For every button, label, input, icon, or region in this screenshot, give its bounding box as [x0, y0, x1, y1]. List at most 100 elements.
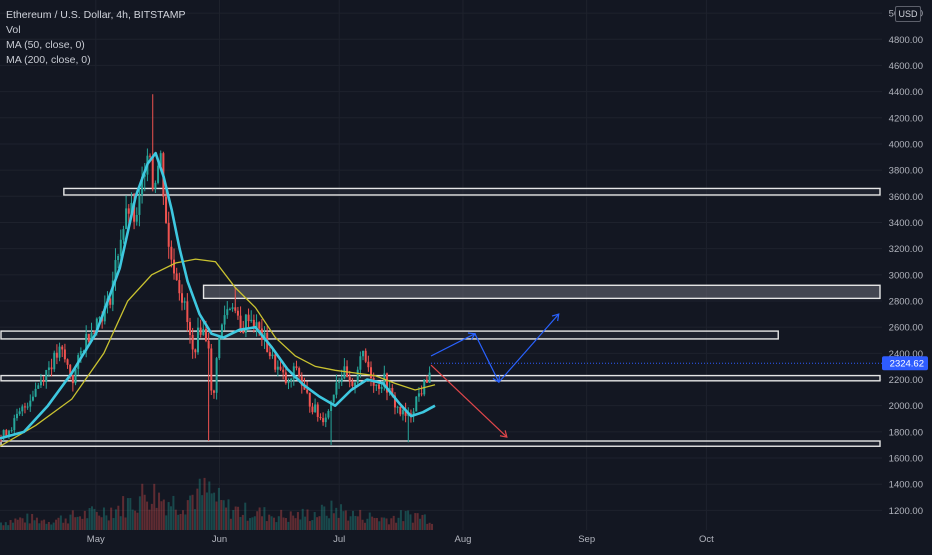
candle-body — [204, 328, 207, 341]
candle-body — [34, 388, 37, 397]
price-zone — [0, 374, 881, 382]
candle-body — [111, 280, 114, 305]
volume-bar — [363, 522, 366, 530]
indicator-ma-200[interactable]: MA (200, close, 0) — [6, 54, 91, 66]
candle-body — [359, 356, 362, 370]
y-tick-label: 1800.00 — [889, 427, 923, 438]
volume-bar — [385, 518, 388, 530]
volume-bar — [332, 513, 335, 530]
candle-body — [133, 202, 136, 222]
volume-bar — [335, 507, 338, 530]
candle-body — [218, 336, 221, 359]
candle-body — [244, 314, 247, 333]
volume-bar — [112, 518, 115, 530]
volume-bar — [81, 518, 84, 530]
volume-bar — [19, 517, 22, 530]
bullish-arrowhead — [492, 375, 501, 384]
x-tick-label: Sep — [578, 534, 595, 545]
volume-bar — [155, 507, 158, 530]
candle-body — [370, 367, 373, 379]
volume-bar — [268, 514, 271, 530]
volume-bar — [191, 494, 194, 530]
volume-bar — [93, 508, 96, 530]
projection-arrows — [430, 313, 882, 438]
volume-bar — [114, 509, 117, 530]
volume-bar — [23, 522, 26, 530]
volume-bar — [196, 488, 199, 530]
y-tick-label: 4200.00 — [889, 113, 923, 124]
volume-bar — [340, 504, 343, 530]
volume-bar — [256, 511, 259, 530]
currency-button[interactable]: USD — [895, 6, 921, 22]
price-zone — [0, 330, 779, 340]
ma-50-line — [0, 151, 436, 440]
candle-body — [79, 351, 82, 356]
candle-body — [207, 340, 210, 349]
indicator-ma-50[interactable]: MA (50, close, 0) — [6, 39, 85, 51]
candle-body — [42, 380, 45, 382]
x-tick-label: Oct — [699, 534, 714, 545]
candle-body — [327, 410, 330, 418]
candle-body — [380, 387, 383, 389]
candle-body — [290, 378, 293, 381]
y-tick-label: 4800.00 — [889, 35, 923, 46]
indicator-volume[interactable]: Vol — [6, 24, 21, 36]
volume-bar — [380, 517, 383, 530]
volume-bar — [261, 516, 264, 530]
volume-bar — [301, 508, 304, 530]
candle-body — [151, 156, 154, 190]
volume-bar — [83, 510, 86, 530]
volume-bar — [349, 516, 352, 530]
candle-body — [239, 315, 242, 331]
y-tick-label: 3800.00 — [889, 166, 923, 177]
volume-bar — [397, 517, 400, 530]
y-tick-label: 2200.00 — [889, 375, 923, 386]
candle-body — [173, 259, 176, 274]
candle-body — [37, 385, 40, 389]
candle-body — [141, 176, 144, 196]
volume-bar — [146, 501, 149, 530]
candle-body — [23, 406, 26, 408]
price-zone — [63, 187, 881, 196]
symbol-title[interactable]: Ethereum / U.S. Dollar, 4h, BITSTAMP — [6, 9, 186, 21]
y-tick-label: 4600.00 — [889, 61, 923, 72]
x-tick-label: Aug — [454, 534, 471, 545]
candle-body — [69, 364, 72, 375]
volume-bar — [229, 518, 232, 530]
price-zone — [0, 440, 881, 447]
candle-body — [226, 309, 229, 316]
candle-body — [276, 366, 279, 370]
volume-bar — [431, 523, 434, 530]
volume-bar — [213, 492, 216, 530]
volume-bar — [296, 512, 299, 530]
candle-body — [295, 366, 298, 369]
volume-bar — [361, 519, 364, 530]
candle-body — [330, 402, 333, 411]
candle-body — [282, 369, 285, 373]
candle-body — [103, 305, 106, 322]
volume-bar — [366, 518, 369, 530]
volume-bar — [117, 505, 120, 530]
support-resistance-zones — [0, 187, 881, 447]
volume-bar — [38, 523, 41, 530]
y-tick-label: 3400.00 — [889, 218, 923, 229]
volume-bar — [28, 523, 31, 530]
volume-bar — [201, 495, 204, 530]
candle-body — [74, 368, 77, 384]
volume-bar — [419, 518, 422, 530]
candle-body — [300, 376, 303, 386]
candle-body — [117, 255, 120, 261]
volume-bar — [263, 507, 266, 530]
volume-bar — [100, 517, 103, 530]
volume-bar — [21, 518, 24, 530]
volume-bar — [98, 515, 101, 530]
candle-body — [303, 385, 306, 390]
volume-bar — [253, 516, 256, 530]
bearish-projection-line — [430, 364, 508, 438]
volume-bar — [239, 516, 242, 530]
candle-body — [335, 382, 338, 395]
candle-body — [90, 332, 93, 342]
candle-body — [167, 222, 170, 247]
